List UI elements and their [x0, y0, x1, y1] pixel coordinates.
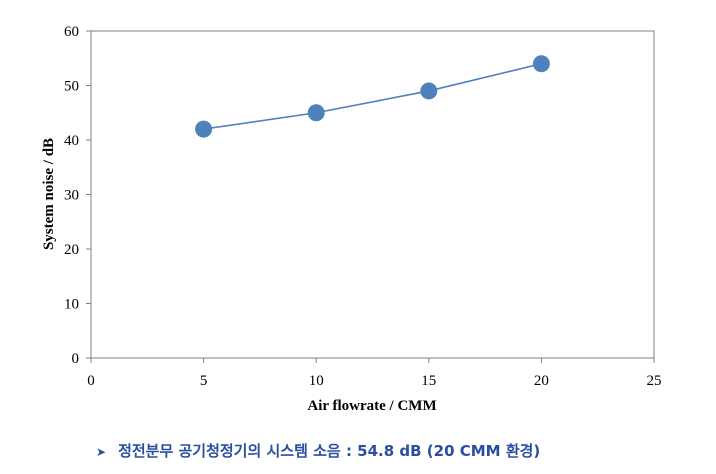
y-tick-label: 30 — [64, 188, 79, 204]
data-point — [420, 82, 438, 100]
y-tick-label: 0 — [72, 351, 80, 367]
plot-area — [90, 30, 655, 359]
series-layer — [195, 55, 550, 138]
x-tick-label: 15 — [421, 373, 436, 389]
x-tick-label: 20 — [534, 373, 549, 389]
x-tick-label: 0 — [87, 373, 95, 389]
x-tick-label: 10 — [309, 373, 324, 389]
caption-text: 정전분무 공기청정기의 시스템 소음 : 54.8 dB (20 CMM 환경) — [118, 442, 541, 460]
data-point — [532, 55, 550, 73]
y-tick-label: 10 — [64, 297, 79, 313]
y-tick-label: 50 — [64, 79, 79, 95]
y-axis-title: System noise / dB — [41, 138, 57, 250]
x-axis-title: Air flowrate / CMM — [307, 398, 436, 414]
y-tick-label: 40 — [64, 133, 79, 149]
x-axis-ticks: 0 5 10 15 20 25 — [87, 358, 662, 389]
arrow-right-icon: ➤ — [96, 445, 107, 459]
x-tick-label: 25 — [647, 373, 662, 389]
caption: ➤ 정전분무 공기청정기의 시스템 소음 : 54.8 dB (20 CMM 환경… — [96, 440, 540, 461]
series-line — [203, 62, 542, 130]
y-axis-ticks: 0 10 20 30 40 50 60 — [64, 24, 91, 367]
y-tick-label: 20 — [64, 242, 79, 258]
data-point — [307, 104, 325, 122]
y-tick-label: 60 — [64, 24, 79, 40]
x-tick-label: 5 — [200, 373, 208, 389]
data-point — [195, 120, 213, 138]
